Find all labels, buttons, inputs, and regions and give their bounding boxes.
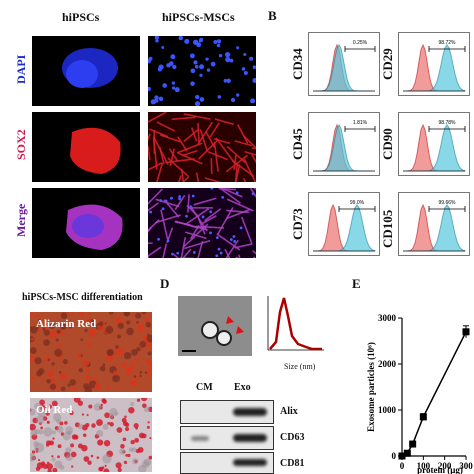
panel-e-label: E <box>352 276 361 291</box>
sox2-hipscs-image <box>32 112 140 182</box>
data-point <box>398 452 406 460</box>
x-axis-label: protein (μg) <box>417 465 463 474</box>
flow-histogram-cd29: 98.72% <box>398 32 470 96</box>
data-point <box>403 449 411 457</box>
flow-histogram-cd105: 99.66% <box>398 192 470 256</box>
merge-mscs-image <box>148 188 256 258</box>
panel-d-label: D <box>160 276 170 291</box>
flow-histogram-cd73: 99.0% <box>308 192 380 256</box>
em-exosome-image <box>178 296 252 356</box>
row-label-dapi: DAPI <box>14 54 28 84</box>
y-tick-label: 1000 <box>378 405 397 415</box>
flow-histogram-cd45: 1.81% <box>308 112 380 176</box>
blot-label-cd81: CD81 <box>280 458 305 469</box>
dapi-mscs-image <box>148 36 256 106</box>
data-point <box>419 413 427 421</box>
y-tick-label: 0 <box>392 451 397 461</box>
sox2-mscs-image <box>148 112 256 182</box>
x-tick-label: 100 <box>417 461 431 471</box>
dapi-hipscs-image <box>32 36 140 106</box>
gate-value: 98.72% <box>439 40 457 46</box>
size-axis-label: Size (nm) <box>284 362 316 371</box>
gate-value: 0.25% <box>353 40 368 46</box>
marker-cd73: CD73 <box>290 208 305 240</box>
y-axis-label: Exosome particles (10⁶) <box>366 342 376 432</box>
row-label-merge: Merge <box>14 203 28 237</box>
size-distribution-plot <box>262 292 326 356</box>
marker-cd29: CD29 <box>380 48 395 80</box>
panel-b-label: B <box>268 8 277 23</box>
gate-value: 99.0% <box>350 200 365 206</box>
x-tick-label: 300 <box>459 461 473 471</box>
gate-value: 1.81% <box>353 120 368 126</box>
gate-value: 99.66% <box>439 200 457 206</box>
col-header-hipscs-mscs: hiPSCs-MSCs <box>162 10 235 24</box>
data-point <box>409 440 417 448</box>
marker-cd90: CD90 <box>380 128 395 160</box>
x-tick-label: 0 <box>400 461 405 471</box>
blot-cd63 <box>180 426 274 450</box>
exosome-particles-chart: 0 1000 2000 3000 0 100 200 300 Exosome particles… <box>366 313 473 474</box>
marker-cd105: CD105 <box>380 209 395 248</box>
blot-cd81 <box>180 452 274 474</box>
data-point <box>462 328 470 336</box>
oil-red-image: Oil Red <box>30 398 152 472</box>
blot-alix <box>180 400 274 424</box>
blot-col-cm: CM <box>196 382 213 393</box>
x-tick-label: 200 <box>438 461 452 471</box>
marker-cd34: CD34 <box>290 48 305 80</box>
flow-histogram-cd34: 0.25% <box>308 32 380 96</box>
y-tick-label: 2000 <box>378 359 397 369</box>
series-line <box>401 331 467 457</box>
merge-hipscs-image <box>32 188 140 258</box>
blot-label-alix: Alix <box>280 406 298 417</box>
y-tick-label: 3000 <box>378 313 397 323</box>
panel-c-title: hiPSCs-MSC differentiation <box>22 292 143 303</box>
col-header-hipscs: hiPSCs <box>62 10 100 24</box>
flow-histogram-cd90: 98.78% <box>398 112 470 176</box>
blot-label-cd63: CD63 <box>280 432 305 443</box>
alizarin-red-image: Alizarin Red <box>30 312 152 392</box>
gate-value: 98.78% <box>439 120 457 126</box>
oil-red-label: Oil Red <box>36 404 73 416</box>
row-label-sox2: SOX2 <box>14 129 28 160</box>
alizarin-red-label: Alizarin Red <box>36 318 97 330</box>
marker-cd45: CD45 <box>290 128 305 160</box>
blot-col-exo: Exo <box>234 382 251 393</box>
